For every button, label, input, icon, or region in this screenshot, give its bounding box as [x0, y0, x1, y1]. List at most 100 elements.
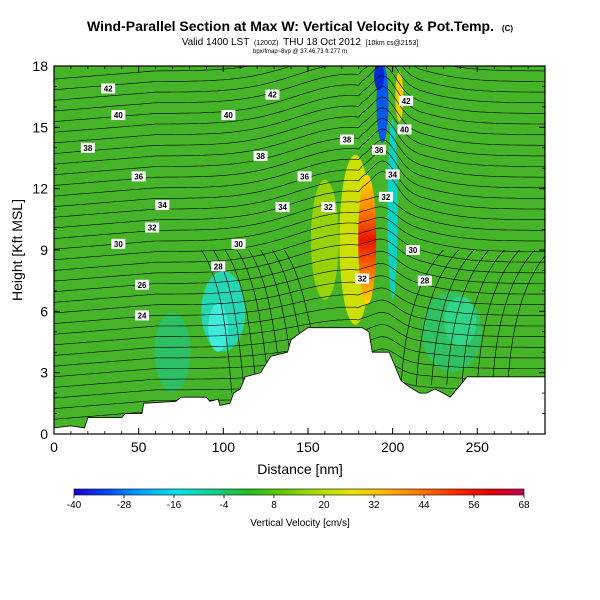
isentrope-line	[224, 249, 256, 379]
y-axis-label: Height [Kft MSL]	[9, 199, 25, 301]
isentrope-line	[54, 66, 545, 122]
isentrope-line	[54, 171, 545, 229]
colorbar-tick-label: -28	[117, 500, 132, 511]
contour-label-box	[297, 171, 312, 182]
contour-label-text: 26	[138, 281, 147, 290]
y-tick-label: 6	[40, 303, 48, 319]
colorbar-tick-label: 68	[518, 500, 530, 511]
isentrope-line	[446, 249, 490, 385]
isentrope-line	[54, 206, 545, 250]
contour-label: 30	[405, 245, 420, 255]
isentrope-line	[54, 299, 545, 335]
colorbar-tick-label: -4	[220, 500, 229, 511]
colorbar-gradient	[73, 488, 525, 496]
contour-label: 36	[297, 171, 312, 182]
x-axis-label: Distance [nm]	[257, 461, 343, 477]
contour-label-text: 34	[158, 201, 167, 210]
contour-label-text: 32	[148, 224, 157, 233]
contour-label-text: 36	[375, 146, 384, 155]
x-tick-label: 250	[466, 439, 490, 455]
contour-label-box	[145, 222, 160, 233]
updraft-core	[358, 174, 377, 305]
isentrope-line	[431, 249, 475, 385]
colorbar-label: Vertical Velocity [cm/s]	[250, 518, 350, 529]
contour-label: 28	[417, 275, 432, 286]
colorbar-tick-label: 20	[318, 500, 330, 511]
contour-label-text: 32	[358, 275, 367, 284]
isentrope-line	[212, 249, 244, 386]
contour-label-box	[231, 238, 246, 249]
y-tick-label: 12	[32, 181, 48, 197]
isentrope-line	[54, 275, 545, 314]
contour-label-box	[253, 150, 268, 161]
isentrope-line	[236, 249, 268, 372]
contour-label-text: 40	[114, 111, 123, 120]
isentrope-line	[507, 255, 545, 385]
contour-label: 32	[355, 273, 370, 284]
cyan-downdraft-stream	[387, 119, 398, 300]
contour-label: 42	[265, 89, 280, 100]
contour-label-box	[80, 142, 95, 153]
valid-time-line: Valid 1400 LST (1200Z) THU 18 Oct 2012 […	[182, 37, 419, 48]
contour-label-box	[155, 200, 170, 211]
colorbar-tick-label: 44	[418, 500, 430, 511]
contour-label: 26	[135, 279, 150, 290]
contour-label-box	[275, 202, 290, 213]
contour-label-text: 32	[381, 193, 390, 202]
contour-label: 38	[253, 150, 268, 161]
contour-label-box	[211, 261, 226, 272]
y-tick-label: 0	[40, 426, 48, 442]
contour-labels: 42 42 42 40 40 40 38 38 38 36 36 36 34 34 34 32 32 32 30 30…	[80, 83, 432, 321]
contour-label-box	[265, 89, 280, 100]
contour-label-box	[221, 110, 236, 121]
contour-label-text: 32	[324, 203, 333, 212]
isentrope-line	[54, 75, 545, 133]
contour-label: 38	[339, 134, 354, 145]
contour-label: 32	[145, 222, 160, 233]
contour-label: 34	[275, 202, 290, 213]
y-tick-label: 18	[32, 58, 48, 74]
contour-label: 36	[131, 171, 146, 182]
isentrope-line	[476, 249, 520, 385]
contour-label: 40	[397, 124, 412, 135]
plot-area: 42 42 42 40 40 40 38 38 38 36 36 36 34 34 34 32 32 32 30 30…	[54, 66, 545, 434]
contour-label-text: 30	[408, 246, 417, 255]
colorbar-tick-label: 8	[271, 500, 277, 511]
contour-label-box	[135, 310, 150, 321]
header-small-line: bpx/fmap~8vp @ 37.46,73 ft 277 m	[253, 49, 347, 55]
isentrope-line	[248, 249, 280, 365]
contour-label: 34	[155, 200, 170, 211]
contour-label-text: 28	[214, 262, 223, 271]
y-tick-label: 15	[32, 119, 48, 135]
x-tick-label: 50	[131, 439, 147, 455]
x-tick-label: 0	[50, 439, 58, 455]
isentrope-line	[54, 217, 545, 261]
contour-label-box	[372, 144, 387, 155]
isentrope-line	[54, 86, 545, 144]
contour-label-text: 34	[388, 170, 397, 179]
contour-label: 30	[231, 238, 246, 249]
contour-label-box	[355, 273, 370, 284]
contour-label: 24	[135, 310, 150, 321]
contour-label-box	[378, 191, 393, 202]
contour-label: 42	[101, 83, 116, 94]
isentrope-line	[54, 66, 545, 80]
contour-label-box	[417, 275, 432, 286]
isentrope-line	[400, 249, 444, 385]
isentrope-line	[54, 107, 545, 165]
x-tick-label: 150	[296, 439, 320, 455]
isentrope-line	[461, 249, 505, 385]
y-tick-label: 3	[40, 365, 48, 381]
contour-label: 32	[378, 191, 393, 202]
contour-label-text: 36	[300, 172, 309, 181]
x-tick-label: 200	[381, 439, 405, 455]
contour-label-box	[111, 238, 126, 249]
isentrope-line	[54, 66, 545, 112]
chart-title: Wind-Parallel Section at Max W: Vertical…	[87, 18, 513, 34]
isentrope-line	[54, 66, 545, 101]
contour-label-text: 38	[342, 136, 351, 145]
x-axis: 0 50 100 150 200 250	[50, 66, 529, 455]
x-tick-label: 100	[212, 439, 236, 455]
colorbar-tick-label: -16	[167, 500, 182, 511]
contour-label-box	[135, 279, 150, 290]
